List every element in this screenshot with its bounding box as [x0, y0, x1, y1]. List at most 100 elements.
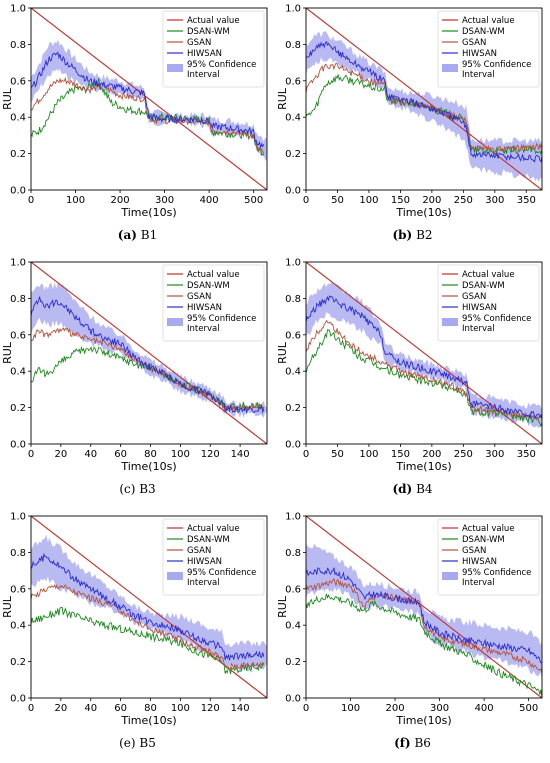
panel-b2: 0.0 0.2 0.4 0.6 0.8 1.0 0 50 100 150 200 250 300 350 T…: [275, 0, 550, 254]
legend-label: Actual value: [462, 270, 515, 280]
x-tick-label: 40: [84, 703, 97, 714]
y-tick-label: 0.2: [285, 403, 301, 414]
y-tick-label: 0.6: [10, 584, 26, 595]
y-tick-label: 0.4: [285, 367, 301, 378]
caption-prefix: (c): [119, 482, 136, 496]
x-tick-label: 100: [359, 449, 378, 460]
actual-value-line: [306, 8, 542, 190]
x-tick-label: 150: [391, 449, 410, 460]
legend-ci-swatch: [167, 572, 183, 580]
x-tick-label: 140: [231, 703, 250, 714]
caption-prefix: (b): [392, 228, 413, 242]
legend-label: HIWSAN: [187, 557, 222, 567]
y-tick-label: 0.2: [285, 149, 301, 160]
legend-ci-label-2: Interval: [187, 70, 220, 80]
caption-b6: (f) B6: [275, 736, 550, 750]
chart-b1: 0.0 0.2 0.4 0.6 0.8 1.0 0 100 200 300 400 500 Time(1…: [1, 4, 268, 219]
panel-b4: 0.0 0.2 0.4 0.6 0.8 1.0 0 50 100 150 200 250 300 350 T…: [275, 254, 550, 508]
legend-box: [437, 264, 540, 342]
x-tick-label: 100: [171, 449, 190, 460]
legend-ci-label-1: 95% Confidence: [462, 568, 531, 578]
legend-label: HIWSAN: [462, 49, 497, 59]
x-tick-label: 200: [386, 703, 405, 714]
legend-label: DSAN-WM: [462, 281, 505, 291]
x-tick-label: 500: [244, 195, 263, 206]
y-tick-label: 0.4: [10, 113, 26, 124]
y-tick-label: 0.4: [285, 113, 301, 124]
y-tick-label: 0.2: [10, 403, 26, 414]
y-tick-label: 0.6: [285, 330, 301, 341]
legend-label: DSAN-WM: [462, 27, 505, 37]
x-tick-label: 200: [422, 195, 441, 206]
legend-box: [162, 10, 265, 88]
confidence-band: [31, 39, 267, 161]
x-tick-label: 60: [114, 449, 127, 460]
x-axis-label: Time(10s): [395, 460, 451, 473]
y-tick-label: 1.0: [285, 512, 301, 523]
legend-label: GSAN: [462, 546, 486, 556]
y-tick-label: 0.6: [285, 76, 301, 87]
legend-label: DSAN-WM: [187, 535, 230, 545]
x-axis-label: Time(10s): [395, 206, 451, 219]
y-axis-label: RUL: [276, 87, 289, 110]
x-tick-label: 20: [55, 449, 68, 460]
x-tick-label: 50: [331, 449, 344, 460]
y-tick-label: 0.8: [10, 548, 26, 559]
x-tick-label: 400: [475, 703, 494, 714]
legend-box: [437, 10, 540, 88]
legend-label: DSAN-WM: [462, 535, 505, 545]
y-tick-label: 1.0: [10, 4, 26, 15]
legend-label: Actual value: [187, 16, 240, 26]
y-axis-label: RUL: [276, 595, 289, 618]
caption-b4: (d) B4: [275, 482, 550, 496]
x-tick-label: 60: [114, 703, 127, 714]
x-tick-label: 80: [144, 449, 157, 460]
legend-ci-label-1: 95% Confidence: [187, 568, 256, 578]
y-tick-label: 0.2: [285, 657, 301, 668]
caption-b1: (a) B1: [0, 228, 275, 242]
gsan-line: [31, 583, 265, 670]
x-tick-label: 0: [28, 195, 34, 206]
actual-value-line: [306, 516, 542, 698]
x-tick-label: 120: [201, 703, 220, 714]
caption-name: B3: [139, 482, 156, 496]
x-tick-label: 0: [28, 449, 34, 460]
caption-name: B5: [139, 736, 156, 750]
legend-label: HIWSAN: [187, 49, 222, 59]
hiwsan-line: [31, 296, 265, 415]
x-axis-label: Time(10s): [395, 714, 451, 727]
legend-label: HIWSAN: [462, 557, 497, 567]
caption-b2: (b) B2: [275, 228, 550, 242]
dsan-wm-line: [306, 593, 542, 698]
y-tick-label: 0.8: [10, 40, 26, 51]
hiwsan-line: [306, 295, 542, 421]
hiwsan-line: [31, 51, 265, 148]
y-tick-label: 0.2: [10, 149, 26, 160]
legend-label: GSAN: [187, 38, 211, 48]
caption-prefix: (a): [117, 228, 137, 242]
legend-ci-label-1: 95% Confidence: [462, 314, 531, 324]
x-tick-label: 500: [519, 703, 538, 714]
legend-box: [162, 518, 265, 596]
legend-label: HIWSAN: [462, 303, 497, 313]
panel-b5: 0.0 0.2 0.4 0.6 0.8 1.0 0 20 40 60 80 100 120 140 Time…: [0, 508, 275, 762]
x-tick-label: 250: [454, 449, 473, 460]
y-axis-label: RUL: [276, 341, 289, 364]
legend-ci-swatch: [442, 572, 458, 580]
x-tick-label: 300: [430, 703, 449, 714]
legend-ci-swatch: [167, 318, 183, 326]
chart-b5: 0.0 0.2 0.4 0.6 0.8 1.0 0 20 40 60 80 100 120 140 Time…: [1, 512, 268, 727]
axes-frame: [305, 7, 543, 191]
plot-area: [306, 8, 542, 190]
gsan-line: [306, 62, 542, 154]
x-tick-label: 0: [28, 703, 34, 714]
axes-frame: [30, 261, 268, 445]
y-tick-label: 0.2: [10, 657, 26, 668]
axes-frame: [305, 261, 543, 445]
x-tick-label: 150: [391, 195, 410, 206]
caption-prefix: (d): [392, 482, 413, 496]
x-tick-label: 40: [84, 449, 97, 460]
dsan-wm-line: [306, 329, 542, 428]
